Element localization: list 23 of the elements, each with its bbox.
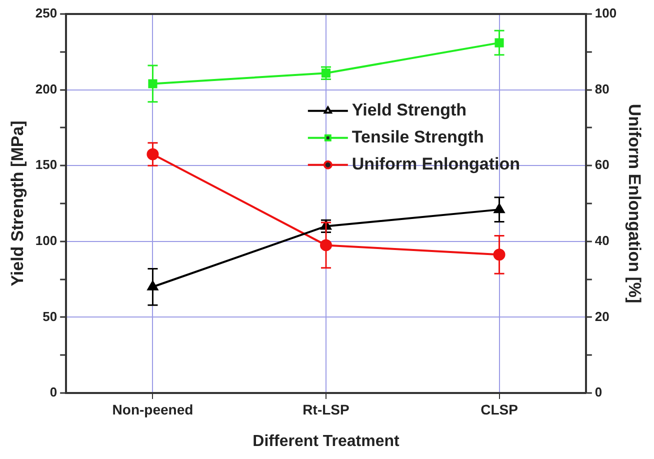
x-tick-label: CLSP [480, 401, 518, 418]
y2-tick-label: 40 [594, 232, 610, 248]
y2-tick-label: 60 [594, 157, 610, 172]
y2-tick-label: 20 [594, 308, 610, 324]
point [148, 79, 158, 88]
y-tick-label: 250 [35, 6, 58, 21]
x-axis-title: Different Treatment [252, 432, 400, 450]
y2-tick-label: 0 [594, 384, 602, 400]
y2-tick-label: 100 [594, 6, 617, 21]
y2-axis-title: Uniform Enlongation [%] [625, 104, 644, 304]
point [494, 38, 504, 48]
legend-label: Yield Strength [352, 100, 467, 120]
y-axis-title: Yield Strength [MPa] [8, 120, 27, 286]
y-tick-label: 50 [42, 308, 58, 324]
y2-tick-label: 80 [594, 81, 610, 96]
y-tick-label: 200 [35, 81, 58, 96]
legend-label: Uniform Enlongation [352, 154, 520, 174]
y-tick-label: 0 [50, 384, 58, 400]
y-tick-label: 150 [35, 157, 58, 172]
x-tick-label: Rt-LSP [302, 401, 350, 418]
x-tick-label: Non-peened [112, 401, 194, 418]
legend-label: Tensile Strength [352, 128, 484, 147]
y-tick-label: 100 [35, 232, 58, 248]
